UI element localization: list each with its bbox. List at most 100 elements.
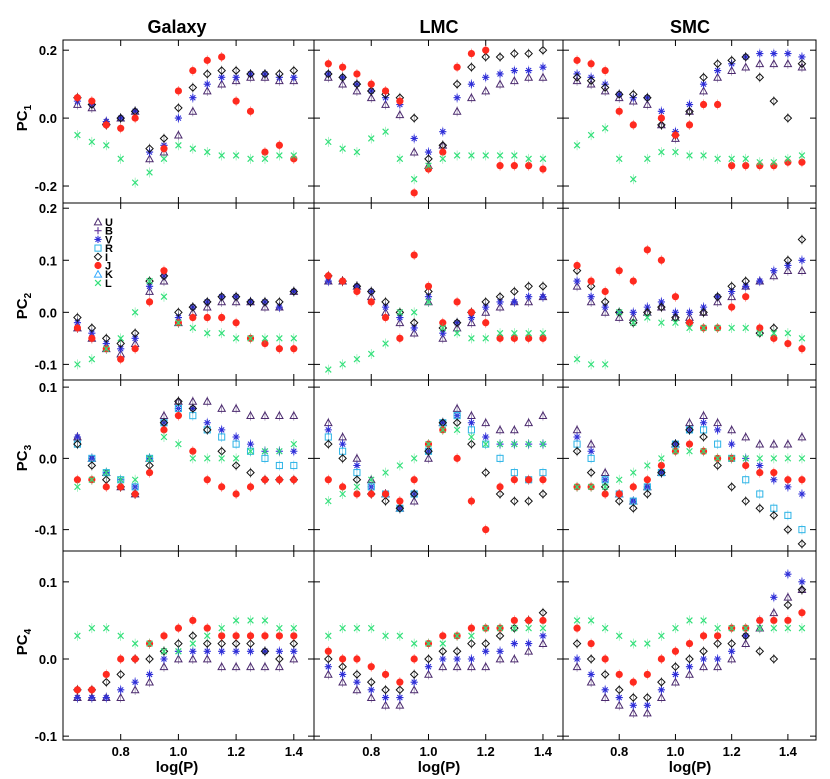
data-point xyxy=(741,631,751,641)
data-point xyxy=(699,646,708,656)
data-point xyxy=(87,323,97,333)
data-point xyxy=(145,154,155,163)
data-point xyxy=(409,318,419,328)
data-point xyxy=(769,96,779,106)
legend-label-r: R xyxy=(105,243,113,255)
data-point xyxy=(353,655,361,663)
data-point xyxy=(275,141,283,149)
data-point xyxy=(145,670,154,679)
data-point xyxy=(339,440,347,448)
data-point xyxy=(381,490,390,498)
data-point xyxy=(587,60,595,68)
data-point xyxy=(525,329,532,337)
data-point xyxy=(728,162,736,170)
panel-lmc-pc2 xyxy=(313,202,564,381)
data-point xyxy=(381,700,391,709)
data-point xyxy=(202,639,212,648)
panel-lmc-pc2-frame xyxy=(313,202,564,381)
data-point xyxy=(202,425,212,435)
data-point xyxy=(338,79,348,88)
data-point xyxy=(146,640,153,647)
data-point xyxy=(587,639,595,648)
x-tick-label: 1.2 xyxy=(227,744,245,759)
data-point xyxy=(525,162,533,170)
data-point xyxy=(74,361,81,368)
data-point xyxy=(174,412,183,420)
data-point xyxy=(453,454,461,462)
data-point xyxy=(425,640,432,647)
data-point xyxy=(289,654,299,663)
data-point xyxy=(131,114,139,122)
data-point xyxy=(700,617,707,624)
data-point xyxy=(232,152,240,159)
data-point xyxy=(290,461,298,470)
data-point xyxy=(275,654,284,664)
data-point xyxy=(467,313,476,322)
data-point xyxy=(323,72,333,81)
y-tick-label: 0.0 xyxy=(39,111,57,126)
data-point xyxy=(261,155,269,163)
data-point xyxy=(367,686,375,694)
data-point xyxy=(246,468,255,477)
series-l xyxy=(74,130,298,188)
data-point xyxy=(246,662,255,671)
data-point xyxy=(615,309,623,316)
data-point xyxy=(798,345,806,353)
series-u xyxy=(72,654,299,703)
data-point xyxy=(246,440,255,448)
data-point xyxy=(586,654,596,664)
data-point xyxy=(74,632,81,640)
data-point xyxy=(353,490,361,498)
y-tick-label: 0.2 xyxy=(39,201,57,216)
data-point xyxy=(727,56,736,65)
data-point xyxy=(628,96,638,105)
data-point xyxy=(658,148,665,156)
panel-smc-pc2-frame xyxy=(562,202,817,381)
data-point xyxy=(290,152,298,159)
data-point xyxy=(482,647,490,655)
data-point xyxy=(395,110,405,119)
data-point xyxy=(699,73,708,82)
data-point xyxy=(425,298,432,306)
data-point xyxy=(396,632,404,640)
data-point xyxy=(797,62,807,71)
panels-layer: -0.2 0.0 0.2 -0.1 0.0 0.1 0.2 -0.1 0.0 0.1 0.8 1.0 1… xyxy=(35,39,817,759)
data-point xyxy=(600,692,610,701)
data-point xyxy=(784,511,792,519)
legend-label-b: B xyxy=(105,226,113,238)
data-point xyxy=(573,355,581,363)
data-point xyxy=(524,297,534,306)
data-point xyxy=(410,175,418,183)
data-point xyxy=(73,439,82,449)
data-point xyxy=(175,141,182,149)
data-point xyxy=(218,433,226,441)
data-point xyxy=(467,49,476,58)
data-point xyxy=(509,654,519,663)
data-point xyxy=(672,447,679,455)
data-point xyxy=(453,329,461,337)
data-point xyxy=(482,73,490,81)
data-point xyxy=(146,169,153,176)
data-point xyxy=(203,329,211,337)
panel-lmc-pc4-frame xyxy=(313,550,564,741)
data-point xyxy=(203,455,211,462)
legend-item-l: L xyxy=(94,278,112,290)
data-point xyxy=(525,476,533,484)
data-point xyxy=(290,345,298,353)
data-point xyxy=(756,469,764,477)
data-point xyxy=(755,646,765,656)
data-point xyxy=(467,639,476,648)
data-point xyxy=(453,298,461,306)
series-j xyxy=(73,265,298,365)
data-point xyxy=(539,624,547,632)
data-point xyxy=(742,162,750,170)
data-point xyxy=(274,76,284,85)
data-point xyxy=(699,86,709,95)
legend-item-b: B xyxy=(94,226,113,238)
data-point xyxy=(290,447,298,455)
data-point xyxy=(573,56,581,64)
data-point xyxy=(382,632,389,640)
x-tick-label: 1.0 xyxy=(419,744,437,759)
data-point xyxy=(217,292,226,302)
data-point xyxy=(73,476,82,484)
